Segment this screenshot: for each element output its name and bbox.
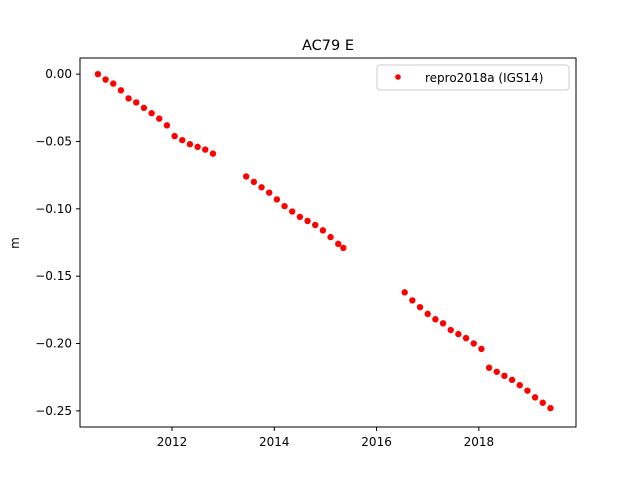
data-point	[401, 289, 408, 296]
data-point	[485, 364, 493, 371]
x-tick-label: 2018	[464, 435, 495, 449]
data-point	[242, 173, 250, 180]
data-point	[186, 140, 194, 148]
data-point	[432, 316, 439, 323]
data-point	[179, 136, 186, 144]
data-point	[258, 184, 265, 191]
y-tick-label: 0.00	[45, 67, 72, 81]
plot-points	[94, 70, 554, 412]
data-point	[117, 87, 125, 94]
legend-label: repro2018a (IGS14)	[425, 71, 543, 85]
data-point	[304, 217, 311, 225]
y-axis: 0.00 −0.05 −0.10 −0.15 −0.20 −0.25	[35, 67, 80, 418]
y-tick-label: −0.10	[35, 202, 72, 216]
data-point	[470, 340, 477, 347]
data-point	[273, 196, 281, 203]
data-point	[327, 233, 334, 241]
data-point	[335, 240, 342, 248]
data-point	[340, 244, 347, 252]
data-point	[416, 303, 424, 311]
data-point	[266, 189, 273, 196]
legend-marker	[395, 74, 401, 80]
data-point	[547, 404, 554, 412]
data-point	[462, 334, 470, 342]
data-point	[209, 150, 217, 157]
data-point	[439, 320, 447, 327]
data-point	[539, 399, 546, 406]
data-point	[133, 99, 140, 106]
data-point	[296, 213, 304, 221]
data-point	[148, 110, 155, 117]
plot-frame	[79, 57, 577, 428]
data-point	[409, 297, 416, 304]
x-tick-label: 2016	[361, 435, 392, 449]
data-point	[531, 394, 539, 401]
legend: repro2018a (IGS14)	[376, 64, 570, 91]
x-tick-label: 2014	[259, 435, 290, 449]
y-tick-label: −0.25	[35, 404, 72, 418]
data-point	[125, 95, 132, 102]
data-point	[110, 80, 117, 87]
y-tick-label: −0.05	[35, 134, 72, 148]
data-point	[250, 178, 258, 186]
data-point	[508, 376, 516, 384]
data-point	[140, 104, 148, 112]
data-point	[493, 368, 500, 375]
chart-title: AC79 E	[302, 38, 354, 54]
y-tick-label: −0.20	[35, 337, 72, 351]
data-point	[319, 227, 327, 234]
data-point	[312, 221, 319, 229]
legend-box	[376, 64, 570, 91]
data-point	[455, 330, 462, 338]
data-point	[194, 143, 201, 151]
data-point	[163, 122, 171, 129]
data-point	[524, 387, 531, 394]
x-axis: 2012 2014 2016 2018	[157, 427, 494, 449]
data-point	[281, 202, 288, 210]
x-tick-label: 2012	[157, 435, 188, 449]
data-point	[202, 146, 209, 153]
data-point	[156, 115, 163, 122]
y-tick-label: −0.15	[35, 269, 72, 283]
y-axis-label: m	[8, 237, 22, 249]
data-point	[424, 310, 431, 318]
data-point	[171, 132, 178, 140]
data-point	[447, 326, 454, 334]
data-point	[478, 345, 485, 353]
data-point	[102, 76, 109, 83]
data-point	[94, 70, 102, 78]
data-point	[516, 382, 523, 389]
data-point	[501, 372, 508, 380]
data-point	[289, 208, 296, 215]
